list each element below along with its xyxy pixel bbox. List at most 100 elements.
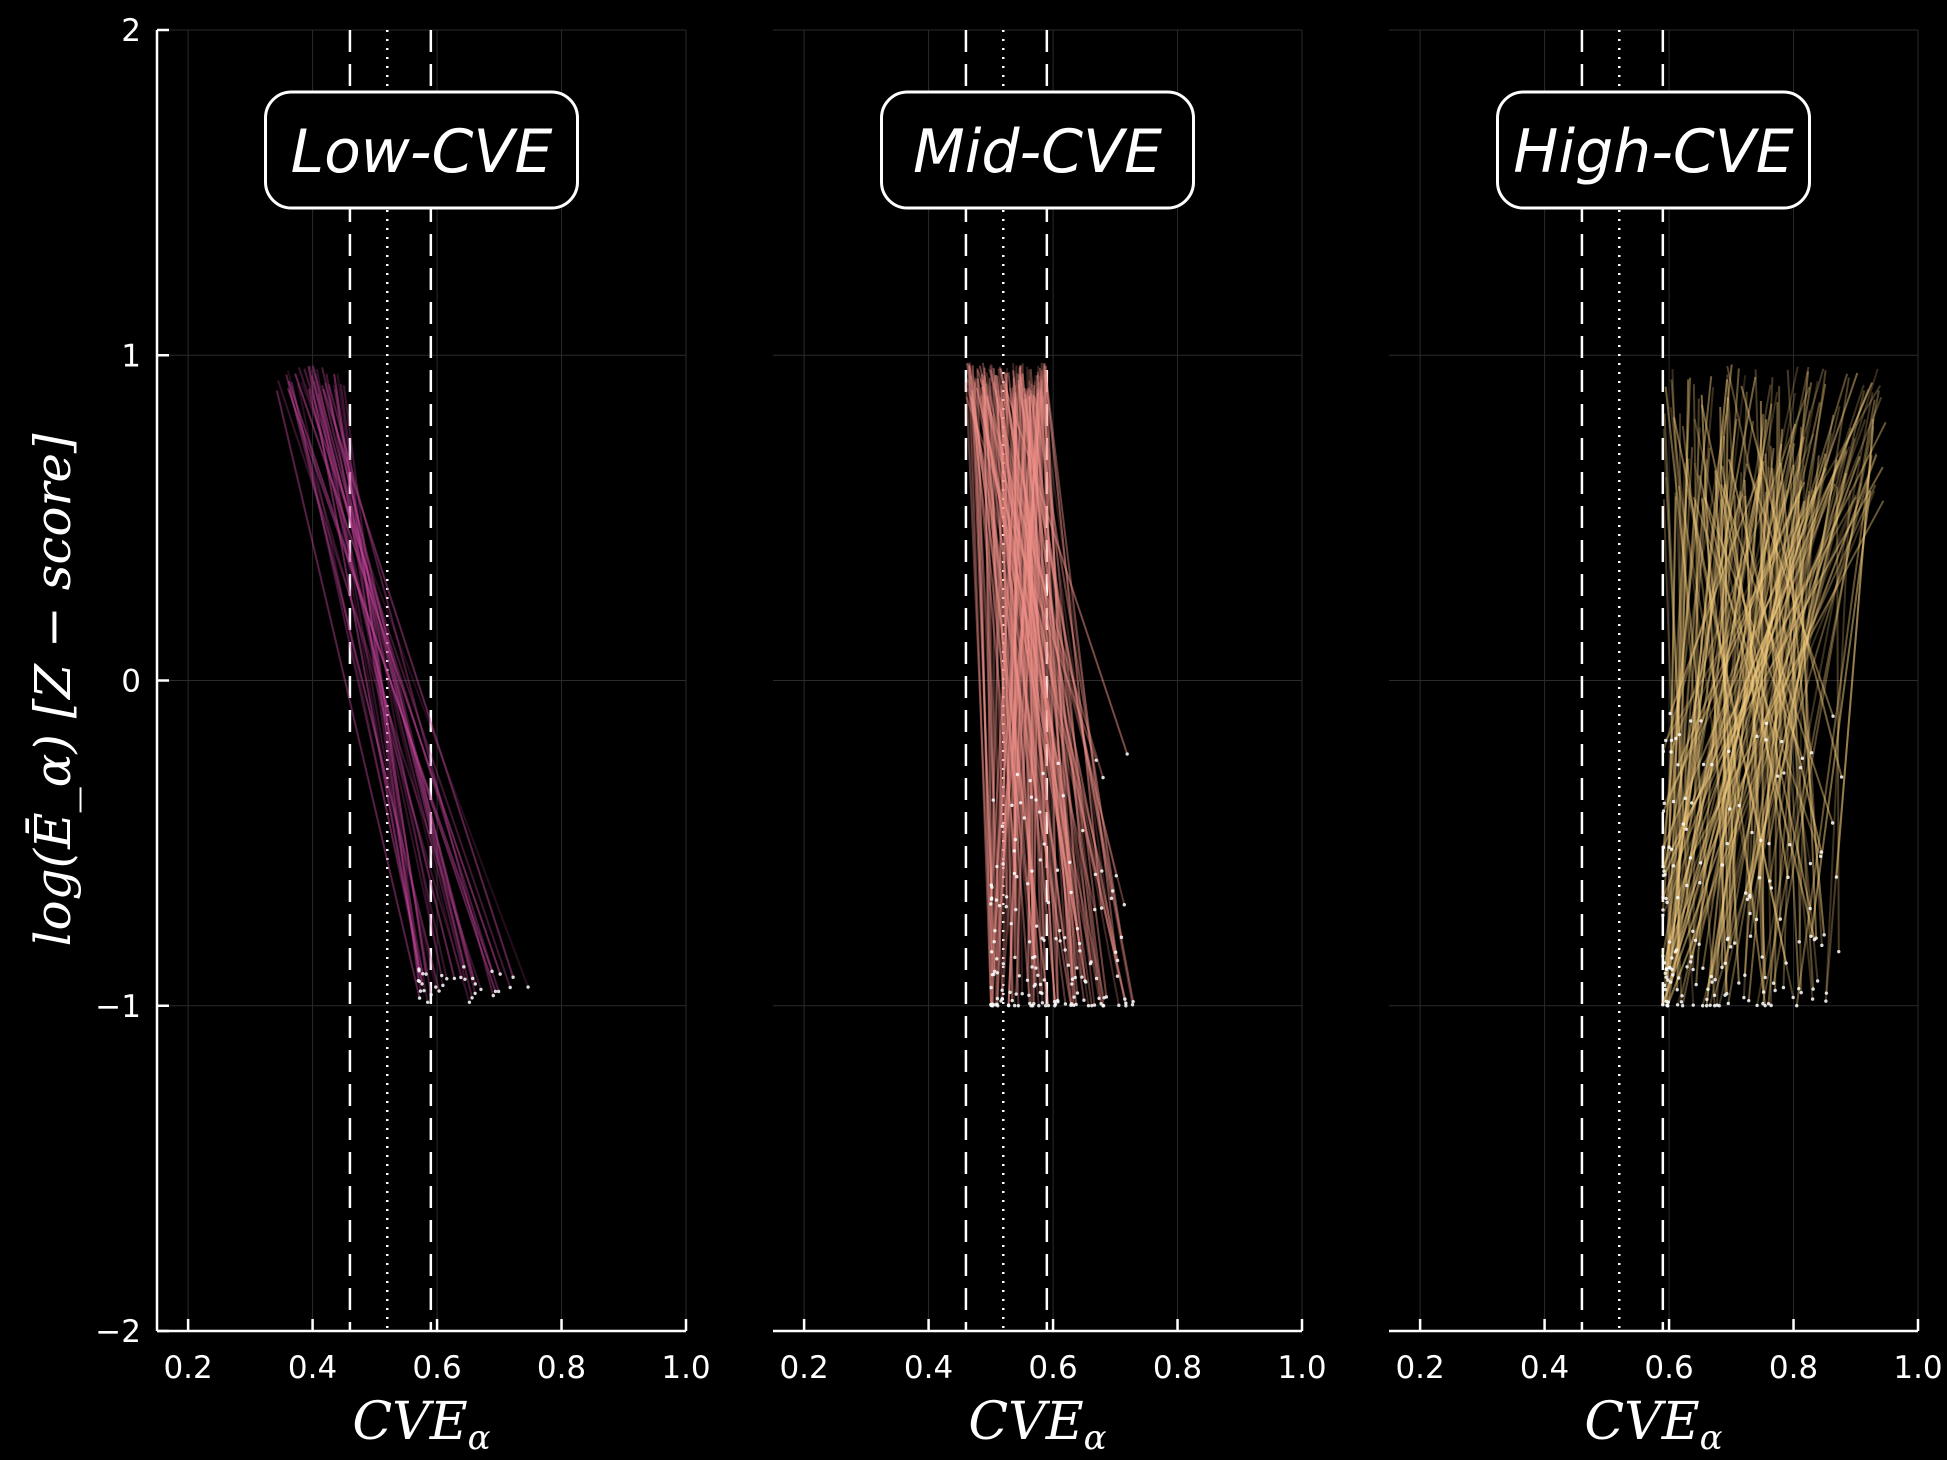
trajectory-endpoint: [526, 985, 530, 989]
trajectory-line: [1663, 423, 1797, 964]
trajectory-line: [1670, 386, 1811, 753]
trajectory-line: [1664, 385, 1882, 741]
trajectory-line: [967, 362, 1096, 910]
trajectory-endpoint: [1742, 995, 1746, 1000]
trajectory-line: [973, 380, 1004, 991]
trajectory-endpoint: [1077, 941, 1082, 946]
trajectory-line: [989, 365, 1127, 1004]
trajectory-line: [1727, 472, 1743, 752]
x-axis-label-subscript: α: [1084, 1418, 1107, 1458]
trajectory-line: [1019, 376, 1083, 978]
trajectory-endpoint: [1760, 955, 1764, 959]
trajectory-endpoint: [1708, 1003, 1712, 1008]
trajectory-line: [1702, 496, 1857, 765]
trajectory-endpoint: [989, 902, 993, 906]
trajectory-endpoint: [1034, 966, 1038, 970]
panel-1: 0.2 0.4 0.6 0.8 1.0 −2 −1 0 1 2 CVEα Low-CVE: [95, 13, 710, 1458]
trajectory-line: [981, 393, 1040, 1006]
trajectory-line: [1700, 394, 1728, 994]
trajectory-endpoint: [417, 969, 421, 973]
trajectory-endpoint: [1808, 906, 1812, 911]
trajectory-line: [1036, 373, 1114, 892]
trajectory-endpoint: [1737, 803, 1741, 808]
trajectory-line: [1670, 413, 1728, 741]
trajectory-endpoint: [1032, 984, 1037, 988]
trajectory-endpoint: [1037, 1004, 1041, 1008]
trajectory-endpoint: [1810, 997, 1815, 1001]
trajectory-line: [300, 381, 529, 988]
trajectory-endpoint: [1748, 934, 1753, 938]
trajectory-line: [1759, 390, 1866, 841]
trajectory-group: [1661, 364, 1887, 1008]
trajectory-line: [1040, 396, 1070, 966]
trajectory-line: [967, 379, 993, 1006]
trajectory-endpoint: [445, 977, 449, 981]
trajectory-line: [1671, 489, 1788, 976]
trajectory-endpoint: [1068, 860, 1072, 864]
trajectory-line: [1771, 468, 1800, 989]
trajectory-endpoint: [1038, 982, 1043, 987]
trajectory-line: [1728, 459, 1823, 853]
trajectory-endpoint: [1737, 981, 1741, 985]
trajectory-line: [1044, 391, 1059, 1002]
trajectory-line: [969, 375, 1038, 927]
trajectory-line: [321, 367, 474, 999]
trajectory-endpoint: [1689, 719, 1693, 723]
trajectory-endpoint: [1824, 991, 1829, 995]
trajectory-line: [1778, 386, 1782, 920]
trajectory-line: [1716, 475, 1734, 1006]
trajectory-endpoint: [1013, 837, 1018, 842]
trajectory-line: [334, 389, 422, 992]
trajectory-endpoint: [1001, 862, 1005, 866]
trajectory-line: [1749, 370, 1827, 937]
trajectory-endpoint: [421, 972, 425, 976]
trajectory-endpoint: [1809, 934, 1813, 939]
trajectory-endpoint: [1061, 794, 1065, 798]
trajectory-endpoint: [1713, 977, 1717, 982]
trajectory-line: [308, 365, 443, 976]
trajectory-line: [1676, 379, 1690, 990]
trajectory-line: [1671, 368, 1693, 957]
trajectory-endpoint: [1664, 896, 1668, 901]
x-tick-label: 0.6: [1028, 1350, 1077, 1386]
trajectory-endpoint: [1698, 880, 1702, 885]
trajectory-endpoint: [1699, 719, 1703, 723]
trajectory-endpoint: [1131, 999, 1135, 1004]
trajectory-line: [967, 364, 1016, 1006]
trajectory-line: [1689, 500, 1885, 859]
trajectory-line: [1745, 463, 1835, 717]
trajectory-line: [1686, 488, 1795, 998]
trajectory-endpoint: [1764, 721, 1769, 726]
trajectory-endpoint: [434, 985, 438, 989]
trajectory-endpoint: [1665, 900, 1669, 905]
trajectory-endpoint: [1700, 1004, 1705, 1008]
trajectory-endpoint: [1691, 929, 1695, 934]
trajectory-line: [979, 378, 1103, 872]
trajectory-line: [1661, 453, 1827, 1005]
trajectory-endpoint: [490, 969, 494, 974]
trajectory-line: [1029, 390, 1108, 998]
trajectory-endpoint: [1755, 734, 1759, 739]
trajectory-line: [1756, 392, 1874, 1006]
trajectory-endpoint: [1038, 858, 1043, 862]
trajectory-line: [985, 372, 1101, 999]
trajectory-endpoint: [452, 976, 457, 981]
trajectory-line: [1670, 447, 1711, 959]
trajectory-endpoint: [1090, 1003, 1094, 1008]
trajectory-endpoint: [1123, 997, 1127, 1001]
panel-title: High-CVE: [1513, 117, 1793, 187]
trajectory-line: [1665, 492, 1677, 1006]
trajectory-line: [1665, 420, 1755, 978]
trajectory-endpoint: [508, 985, 512, 990]
trajectory-endpoint: [1782, 771, 1786, 775]
trajectory-line: [1744, 495, 1764, 958]
trajectory-endpoint: [1669, 738, 1674, 743]
trajectory-line: [1661, 388, 1870, 916]
panel-title: Mid-CVE: [913, 117, 1162, 187]
trajectory-line: [1685, 484, 1727, 830]
trajectory-line: [1799, 465, 1806, 768]
trajectory-line: [1662, 483, 1836, 899]
trajectory-line: [1663, 427, 1701, 986]
trajectory-endpoint: [1665, 1004, 1670, 1008]
trajectory-endpoint: [1072, 995, 1076, 999]
